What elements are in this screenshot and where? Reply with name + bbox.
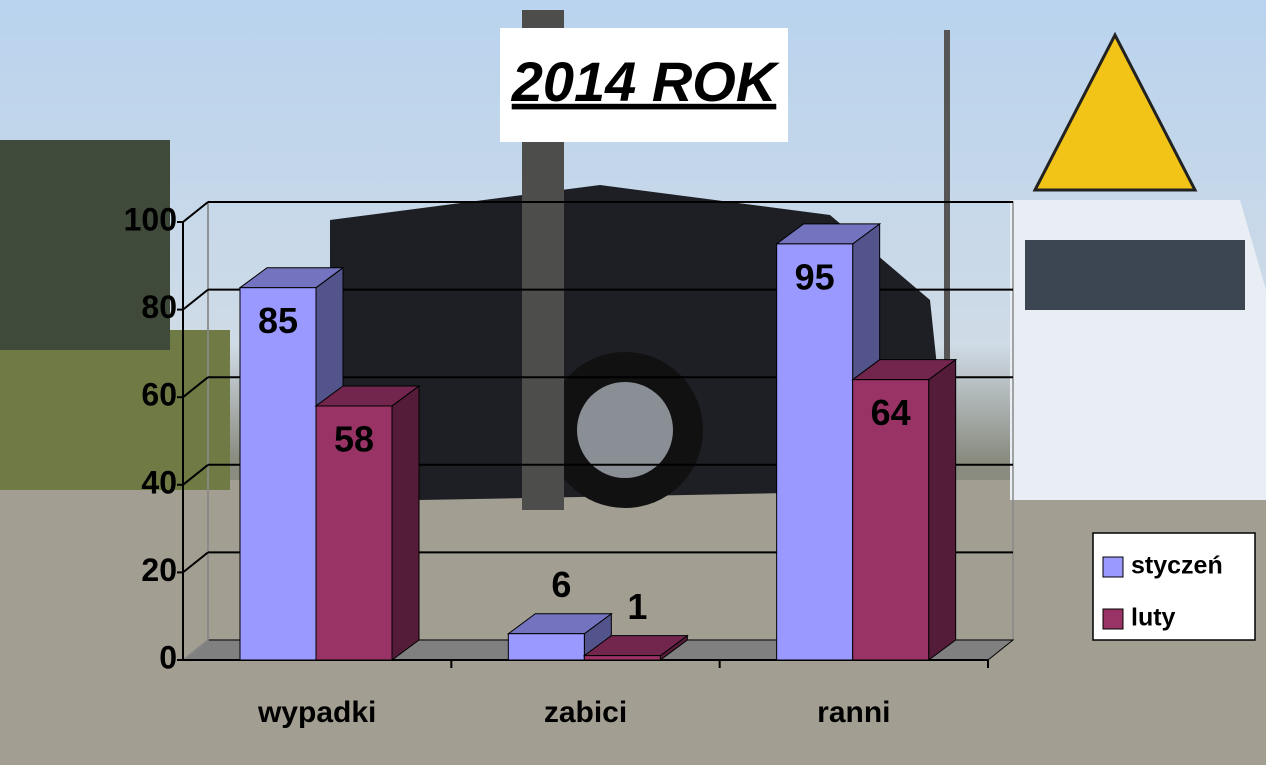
y-tick-label: 60 bbox=[141, 377, 177, 413]
value-label: 64 bbox=[871, 392, 911, 433]
page: 2014 ROK 0 20 40 60 80 100 wypadki 85 58 zabici 6 1… bbox=[0, 0, 1266, 765]
bar bbox=[240, 288, 316, 660]
legend-label: luty bbox=[1131, 604, 1176, 632]
y-tick-label: 40 bbox=[141, 464, 177, 500]
x-tick-label: zabici bbox=[544, 696, 627, 729]
x-tick-label: ranni bbox=[817, 696, 890, 729]
bar bbox=[584, 656, 660, 660]
y-tick-label: 20 bbox=[141, 552, 177, 588]
legend-label: styczeń bbox=[1131, 552, 1223, 580]
chart: 2014 ROK 0 20 40 60 80 100 wypadki 85 58 zabici 6 1… bbox=[0, 0, 1266, 765]
bar-side bbox=[392, 386, 419, 660]
value-label: 95 bbox=[795, 256, 835, 297]
x-tick-label: wypadki bbox=[257, 696, 376, 729]
bar-side bbox=[929, 360, 956, 660]
y-tick-label: 100 bbox=[124, 201, 177, 237]
value-label: 6 bbox=[551, 564, 571, 605]
legend-swatch bbox=[1103, 557, 1123, 577]
bar bbox=[777, 244, 853, 660]
value-label: 1 bbox=[627, 586, 647, 627]
chart-title: 2014 ROK bbox=[511, 50, 780, 113]
y-tick-label: 80 bbox=[141, 289, 177, 325]
bar bbox=[508, 634, 584, 660]
y-tick-label: 0 bbox=[159, 639, 177, 675]
value-label: 58 bbox=[334, 418, 374, 459]
legend-swatch bbox=[1103, 609, 1123, 629]
value-label: 85 bbox=[258, 300, 298, 341]
